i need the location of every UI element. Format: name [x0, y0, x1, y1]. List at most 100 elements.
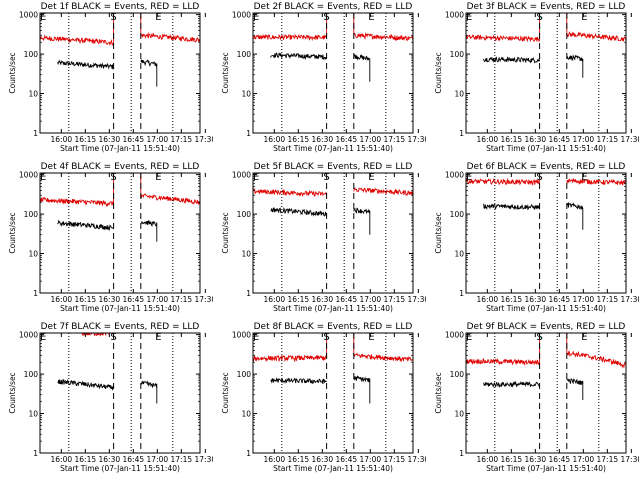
x-tick-label: 17:15	[384, 135, 406, 144]
lld-line	[353, 13, 413, 42]
x-tick-label: 17:30	[621, 295, 639, 304]
series-group	[466, 333, 626, 400]
chart-title: Det 8f BLACK = Events, RED = LLD	[254, 322, 413, 332]
lld-line	[40, 13, 115, 47]
series-group	[40, 173, 200, 242]
y-tick-label: 100	[237, 210, 252, 219]
x-axis-label: Start Time (07-Jan-11 15:51:40)	[486, 144, 606, 153]
x-tick-label: 17:00	[360, 135, 382, 144]
event-marker-label: S	[110, 12, 116, 23]
lld-line	[40, 173, 115, 207]
events-line	[353, 375, 371, 404]
x-tick-label: 17:30	[621, 455, 639, 464]
plot-frame	[39, 332, 201, 454]
y-tick-label: 10	[454, 90, 464, 99]
x-tick-label: 16:45	[123, 135, 145, 144]
chart-title: Det 2f BLACK = Events, RED = LLD	[254, 2, 413, 12]
event-marker-label: E	[368, 332, 374, 343]
x-tick-label: 17:00	[147, 455, 169, 464]
plot-frame	[252, 332, 414, 454]
chart-title: Det 1f BLACK = Events, RED = LLD	[41, 2, 200, 12]
y-tick-label: 1	[459, 449, 464, 458]
y-tick-label: 100	[237, 50, 252, 59]
y-tick-label: 1	[33, 289, 38, 298]
event-marker-label: E	[155, 332, 161, 343]
y-tick-label: 1000	[445, 171, 464, 180]
events-line	[57, 59, 114, 70]
y-tick-label: 100	[24, 50, 39, 59]
x-tick-label: 17:15	[171, 295, 193, 304]
x-tick-label: 16:30	[525, 135, 547, 144]
series-group	[253, 333, 413, 404]
event-marker-label: E	[40, 172, 46, 183]
x-tick-label: 16:30	[99, 135, 121, 144]
x-tick-label: 16:15	[288, 455, 310, 464]
y-tick-label: 1	[246, 449, 251, 458]
y-tick-label: 1000	[232, 11, 251, 20]
y-axis-label: Counts/sec	[434, 52, 443, 93]
event-marker-label: E	[253, 172, 259, 183]
x-tick-label: 16:15	[75, 135, 97, 144]
events-line	[566, 201, 584, 230]
y-tick-label: 10	[28, 90, 38, 99]
x-axis-label: Start Time (07-Jan-11 15:51:40)	[273, 304, 393, 313]
x-tick-label: 17:15	[384, 455, 406, 464]
x-tick-label: 16:30	[99, 455, 121, 464]
event-marker-label: E	[368, 12, 374, 23]
event-marker-label: S	[536, 172, 542, 183]
x-tick-label: 17:15	[597, 135, 619, 144]
events-line	[270, 206, 328, 217]
x-tick-label: 17:30	[408, 455, 426, 464]
lld-line	[140, 173, 200, 206]
x-tick-label: 17:15	[171, 135, 193, 144]
x-tick-label: 17:00	[360, 295, 382, 304]
y-tick-label: 10	[241, 410, 251, 419]
event-marker-label: E	[40, 12, 46, 23]
y-tick-label: 1	[33, 449, 38, 458]
event-marker-label: E	[368, 172, 374, 183]
x-tick-label: 16:15	[288, 295, 310, 304]
y-tick-label: 10	[454, 250, 464, 259]
y-tick-label: 1000	[19, 11, 38, 20]
x-tick-label: 16:30	[525, 295, 547, 304]
chart-title: Det 9f BLACK = Events, RED = LLD	[467, 322, 626, 332]
x-tick-label: 17:15	[384, 295, 406, 304]
y-tick-label: 100	[450, 50, 465, 59]
lld-line	[353, 187, 413, 197]
events-line	[140, 380, 158, 404]
chart-title: Det 4f BLACK = Events, RED = LLD	[41, 162, 200, 172]
event-marker-label: S	[323, 172, 329, 183]
series-group	[466, 177, 626, 230]
event-marker-label: E	[581, 172, 587, 183]
y-tick-label: 1000	[19, 171, 38, 180]
series-group	[466, 13, 626, 78]
y-tick-label: 1	[246, 129, 251, 138]
y-tick-label: 1000	[232, 331, 251, 340]
x-tick-label: 17:30	[195, 295, 213, 304]
event-marker-label: E	[40, 332, 46, 343]
events-line	[270, 377, 327, 385]
x-tick-label: 17:30	[195, 135, 213, 144]
x-tick-label: 16:00	[51, 455, 73, 464]
y-axis-label: Counts/sec	[8, 52, 17, 93]
y-tick-label: 1	[33, 129, 38, 138]
x-tick-label: 16:45	[549, 295, 571, 304]
event-marker-label: E	[581, 12, 587, 23]
x-tick-label: 16:00	[264, 135, 286, 144]
lld-line	[253, 333, 328, 363]
x-tick-label: 16:45	[549, 455, 571, 464]
x-tick-label: 17:15	[597, 295, 619, 304]
y-tick-label: 10	[241, 90, 251, 99]
x-axis-label: Start Time (07-Jan-11 15:51:40)	[273, 144, 393, 153]
y-axis-label: Counts/sec	[221, 212, 230, 253]
events-line	[483, 56, 541, 64]
chart-title: Det 6f BLACK = Events, RED = LLD	[467, 162, 626, 172]
series-group	[40, 13, 200, 87]
x-tick-label: 16:30	[312, 295, 334, 304]
x-tick-label: 17:00	[360, 455, 382, 464]
lld-line	[566, 177, 626, 187]
